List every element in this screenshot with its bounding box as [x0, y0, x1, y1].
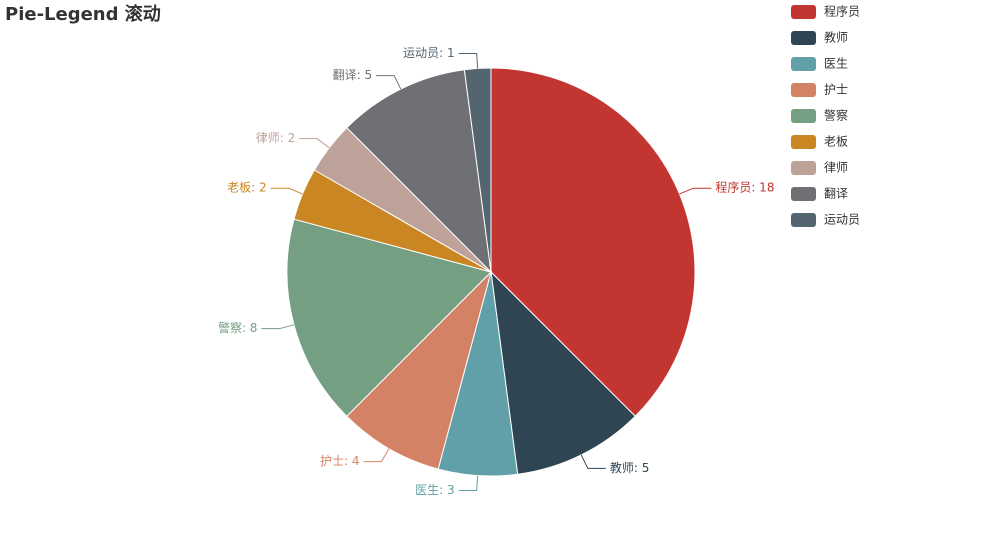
label-line: [270, 187, 303, 195]
label-line: [363, 448, 390, 463]
data-label: 护士: 4: [320, 454, 360, 468]
pie-slice: [490, 67, 696, 417]
legend-swatch[interactable]: [791, 5, 816, 19]
data-label: 教师: 5: [610, 460, 650, 475]
legend-label[interactable]: 运动员: [824, 213, 860, 227]
legend-swatch[interactable]: [791, 135, 816, 149]
legend-label[interactable]: 医生: [824, 57, 848, 71]
legend-swatch[interactable]: [791, 213, 816, 227]
data-label: 程序员: 18: [715, 180, 774, 195]
chart-title: Pie-Legend 滚动: [5, 3, 161, 25]
legend-label[interactable]: 翻译: [824, 187, 848, 201]
legend-swatch[interactable]: [791, 83, 816, 97]
label-line: [299, 138, 330, 149]
label-line: [679, 187, 712, 195]
label-line: [458, 475, 479, 492]
legend-label[interactable]: 教师: [824, 30, 848, 45]
data-label: 翻译: 5: [333, 68, 373, 82]
legend-label[interactable]: 程序员: [824, 4, 860, 19]
data-label: 老板: 2: [227, 181, 267, 195]
label-line: [261, 324, 295, 330]
legend-label[interactable]: 护士: [824, 83, 848, 97]
label-line: [458, 52, 479, 69]
data-label: 运动员: 1: [403, 46, 455, 60]
label-line: [376, 75, 402, 90]
legend-label[interactable]: 老板: [824, 135, 848, 149]
legend-swatch[interactable]: [791, 57, 816, 71]
legend-label[interactable]: 警察: [824, 108, 848, 123]
label-line: [580, 454, 606, 469]
pie-slice: [346, 270, 492, 470]
data-label: 警察: 8: [218, 320, 258, 335]
legend-label[interactable]: 律师: [824, 161, 848, 175]
legend-swatch[interactable]: [791, 161, 816, 175]
data-label: 律师: 2: [256, 131, 296, 145]
legend-swatch[interactable]: [791, 109, 816, 123]
legend-swatch[interactable]: [791, 31, 816, 45]
data-label: 医生: 3: [415, 483, 455, 497]
legend-swatch[interactable]: [791, 187, 816, 201]
